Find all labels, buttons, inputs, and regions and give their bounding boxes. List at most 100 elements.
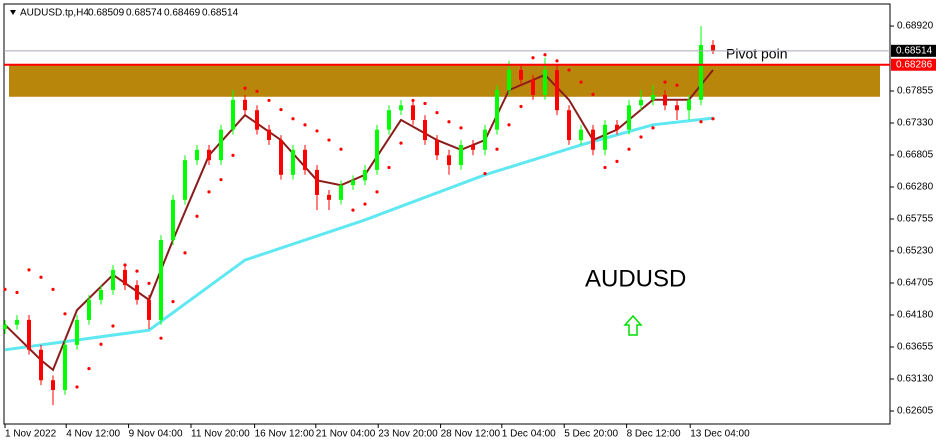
- sar-dot: [327, 138, 331, 142]
- sar-dot: [543, 53, 547, 57]
- candle-body: [267, 129, 271, 141]
- candle-body: [111, 269, 115, 291]
- candle-body: [195, 149, 199, 161]
- price-box: [891, 58, 936, 71]
- sar-dot: [435, 111, 439, 115]
- sar-dot: [135, 269, 139, 273]
- x-tick-label: 1 Dec 04:00: [502, 429, 556, 440]
- candle-body: [75, 319, 79, 345]
- candle-body: [483, 129, 487, 150]
- sar-dot: [303, 123, 307, 127]
- moving-average: [4, 116, 714, 352]
- sar-dot: [111, 324, 115, 328]
- sar-dot: [711, 117, 715, 121]
- candle-body: [687, 99, 691, 111]
- y-tick-label: 0.62605: [897, 406, 934, 417]
- sar-dot: [267, 98, 271, 103]
- sar-dot: [663, 80, 667, 84]
- candle-body: [363, 169, 367, 181]
- sar-dot: [579, 80, 583, 84]
- x-tick-label: 8 Dec 12:00: [627, 429, 681, 440]
- up-arrow: [623, 314, 643, 336]
- y-tick-label: 0.65755: [897, 214, 934, 225]
- y-tick-label: 0.66805: [897, 150, 934, 161]
- sar-dot: [291, 117, 295, 121]
- sar-dot: [675, 83, 679, 87]
- x-tick-label: 21 Nov 04:00: [316, 429, 376, 440]
- candle-body: [711, 44, 715, 51]
- x-tick-label: 23 Nov 20:00: [378, 429, 438, 440]
- sar-dot: [411, 98, 415, 103]
- header-high: 0.68574: [126, 8, 163, 19]
- candle-body: [627, 105, 631, 130]
- y-tick-label: 0.64180: [897, 310, 934, 321]
- sar-dot: [531, 56, 535, 60]
- x-tick-label: 9 Nov 04:00: [129, 429, 183, 440]
- candle-body: [459, 144, 463, 166]
- candle-body: [27, 319, 31, 350]
- candle-body: [15, 319, 19, 325]
- candle-body: [99, 290, 103, 300]
- sar-dot: [99, 342, 103, 346]
- sar-dot: [207, 190, 211, 194]
- sar-dot: [3, 287, 7, 292]
- y-tick-label: 0.65230: [897, 246, 934, 257]
- candle-body: [591, 129, 595, 150]
- sar-dot: [27, 268, 31, 272]
- candle-body: [567, 110, 571, 141]
- sar-dot: [87, 367, 91, 371]
- candle-body: [603, 124, 607, 150]
- sar-dot: [507, 123, 511, 127]
- sar-dot: [447, 120, 451, 124]
- y-tick-label: 0.67855: [897, 86, 934, 97]
- y-tick-label: 0.67330: [897, 118, 934, 129]
- x-tick-label: 11 Nov 20:00: [191, 429, 250, 440]
- candle-body: [471, 144, 475, 150]
- sar-dot: [639, 135, 643, 139]
- sar-dot: [627, 147, 631, 151]
- sar-dot: [315, 129, 319, 133]
- candle-body: [147, 299, 151, 320]
- sar-dot: [423, 101, 427, 106]
- symbol-annotation: AUDUSD: [585, 265, 686, 292]
- sar-dot: [483, 171, 487, 176]
- candle-body: [351, 180, 355, 186]
- x-tick-label: 13 Dec 04:00: [690, 429, 750, 440]
- header-low: 0.68469: [164, 8, 201, 19]
- sar-dot: [147, 281, 151, 285]
- candle-body: [171, 199, 175, 241]
- candle-body: [675, 105, 679, 111]
- sar-dot: [387, 165, 391, 170]
- sar-dot: [603, 165, 607, 170]
- sar-dot: [243, 86, 247, 90]
- y-tick-label: 0.63655: [897, 342, 934, 353]
- candle-body: [507, 69, 511, 91]
- x-tick-label: 1 Nov 2022: [5, 429, 57, 440]
- price-label: 0.68286: [896, 59, 933, 70]
- pivot-annotation: Pivot poin: [726, 46, 787, 62]
- candle-body: [231, 99, 235, 130]
- sar-dot: [231, 153, 235, 157]
- candle-body: [579, 129, 583, 141]
- sar-dot: [339, 147, 343, 151]
- candle-body: [159, 240, 163, 320]
- candle-body: [543, 69, 547, 95]
- candle-body: [531, 79, 535, 95]
- candle-body: [435, 140, 439, 156]
- candle-body: [411, 105, 415, 120]
- sar-dot: [63, 312, 67, 316]
- header-open: 0.68509: [88, 8, 125, 19]
- sar-dot: [567, 68, 571, 72]
- candle-body: [615, 124, 619, 130]
- resistance-zone: [9, 64, 880, 97]
- candle-body: [3, 324, 7, 330]
- candle-body: [327, 194, 331, 200]
- candle-body: [87, 299, 91, 320]
- candle-body: [651, 94, 655, 100]
- sar-dot: [219, 178, 223, 182]
- sar-dot: [519, 104, 523, 109]
- candle-body: [207, 149, 211, 161]
- sar-dot: [615, 159, 619, 163]
- sar-dot: [555, 59, 559, 63]
- price-label: 0.68514: [896, 45, 933, 56]
